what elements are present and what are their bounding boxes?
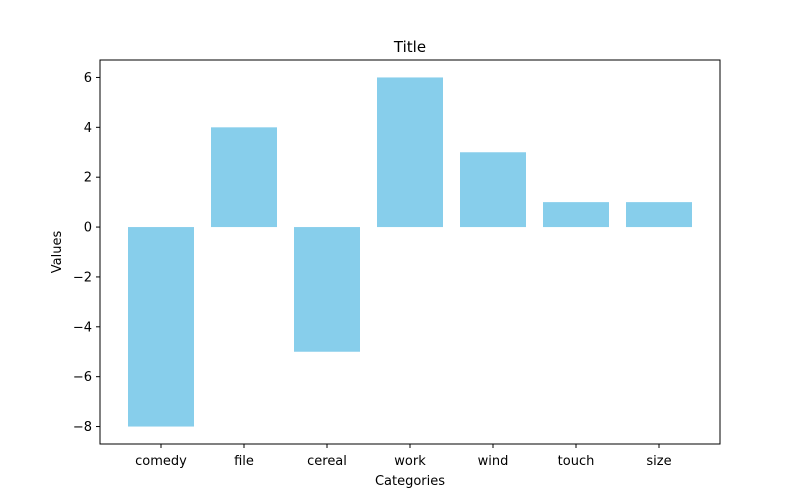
bar-file bbox=[211, 127, 277, 228]
chart-title: Title bbox=[393, 38, 426, 56]
x-tick-label: cereal bbox=[307, 454, 347, 469]
bar-wind bbox=[460, 152, 526, 228]
y-tick-label: −4 bbox=[73, 320, 92, 335]
bar-work bbox=[377, 77, 443, 228]
y-axis: −8 −6 −4 −2 0 2 4 6 bbox=[73, 71, 100, 435]
y-tick-label: −2 bbox=[73, 270, 92, 285]
x-tick-label: wind bbox=[478, 454, 509, 469]
y-tick-label: −6 bbox=[73, 370, 92, 385]
x-tick-label: size bbox=[646, 454, 671, 469]
x-tick-label: work bbox=[394, 454, 426, 469]
bars bbox=[128, 77, 692, 427]
bar-touch bbox=[543, 202, 609, 228]
y-tick-label: 4 bbox=[84, 121, 92, 136]
y-tick-label: 2 bbox=[84, 171, 92, 186]
bar-size bbox=[626, 202, 692, 228]
bar-comedy bbox=[128, 227, 194, 427]
x-axis: comedy file cereal work wind touch size bbox=[135, 444, 672, 469]
x-axis-title: Categories bbox=[375, 474, 445, 489]
x-tick-label: file bbox=[234, 454, 254, 469]
y-tick-label: −8 bbox=[73, 420, 92, 435]
y-tick-label: 6 bbox=[84, 71, 92, 86]
bar-cereal bbox=[294, 227, 360, 352]
y-tick-label: 0 bbox=[84, 221, 92, 236]
y-axis-title: Values bbox=[50, 231, 65, 274]
x-tick-label: comedy bbox=[135, 454, 187, 469]
x-tick-label: touch bbox=[558, 454, 595, 469]
